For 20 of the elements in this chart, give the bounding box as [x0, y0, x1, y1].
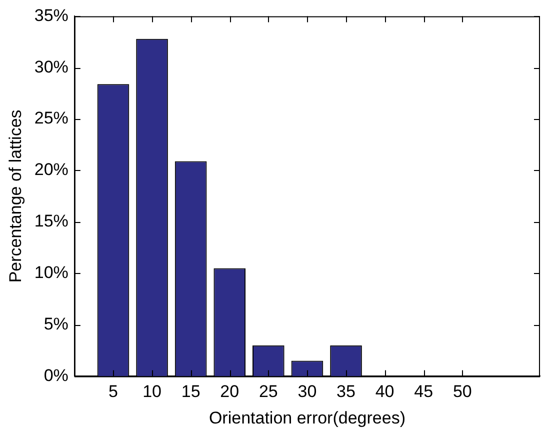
y-tick-label: 15%: [34, 212, 68, 231]
x-tick-label: 50: [452, 382, 472, 402]
x-tick-label: 5: [108, 382, 118, 402]
y-axis-title: Percentange of lattices: [6, 110, 25, 283]
y-tick-label: 0%: [44, 366, 68, 385]
y-tick-label: 5%: [44, 314, 68, 334]
y-tick-label: 10%: [34, 263, 68, 282]
x-tick-label: 30: [298, 382, 317, 402]
x-tick-label: 25: [258, 382, 278, 402]
y-tick-label: 35%: [34, 6, 68, 25]
y-tick-label: 30%: [34, 57, 68, 76]
x-tick-label: 40: [375, 382, 394, 402]
x-tick-label: 20: [220, 382, 240, 402]
y-tick-label: 25%: [34, 108, 68, 128]
x-tick-label: 15: [181, 382, 200, 402]
x-tick-label: 35: [336, 382, 356, 402]
y-tick-label: 20%: [34, 160, 68, 180]
x-tick-label: 10: [142, 382, 162, 402]
x-axis-title: Orientation error(degrees): [208, 408, 406, 428]
x-tick-label: 45: [414, 382, 434, 402]
